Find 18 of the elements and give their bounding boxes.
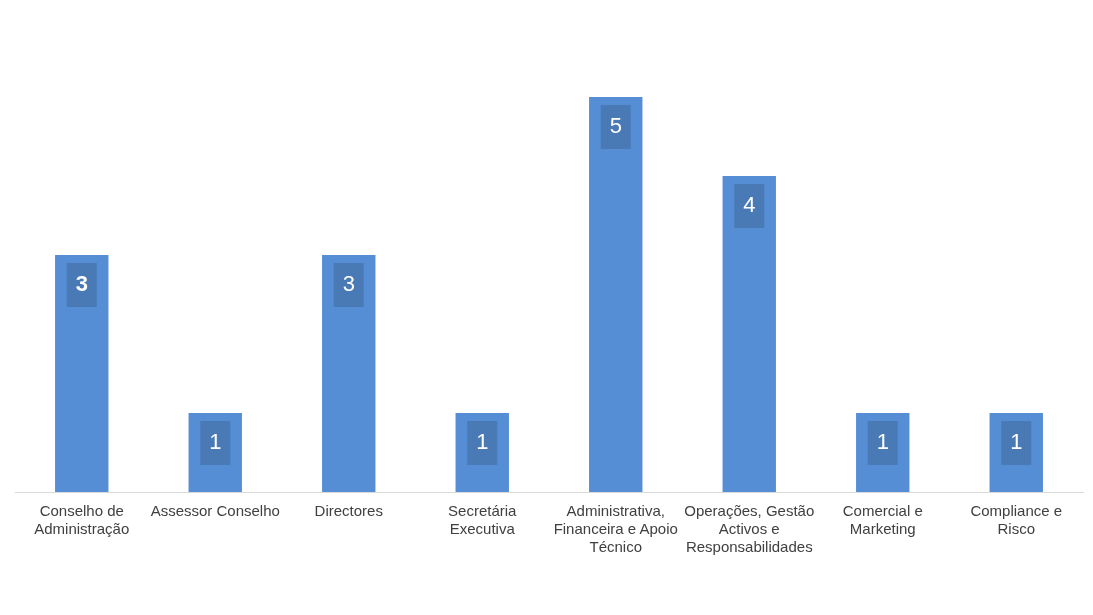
x-tick-label: Secretária Executiva: [448, 502, 518, 538]
x-tick-label: Operações, Gestão Activos e Responsabilidades: [684, 502, 815, 556]
bar: [589, 97, 643, 492]
x-tick-label: Administrativa, Financeira e Apoio Técnico: [553, 502, 678, 556]
x-tick-label: Comercial e Marketing: [842, 502, 923, 538]
data-label: 1: [476, 429, 489, 455]
data-label: 1: [209, 429, 222, 455]
x-tick-label: Conselho de Administração: [34, 502, 130, 538]
x-tick-label: Directores: [314, 502, 383, 520]
data-label: 1: [876, 429, 889, 455]
x-tick-label: Assessor Conselho: [150, 502, 280, 520]
bar: [722, 176, 776, 492]
data-label: 4: [743, 192, 756, 218]
x-tick-label: Compliance e Risco: [970, 502, 1063, 538]
data-label: 1: [1010, 429, 1023, 455]
data-label: 3: [75, 271, 88, 297]
data-label: 3: [342, 271, 355, 297]
data-label: 5: [609, 113, 622, 139]
